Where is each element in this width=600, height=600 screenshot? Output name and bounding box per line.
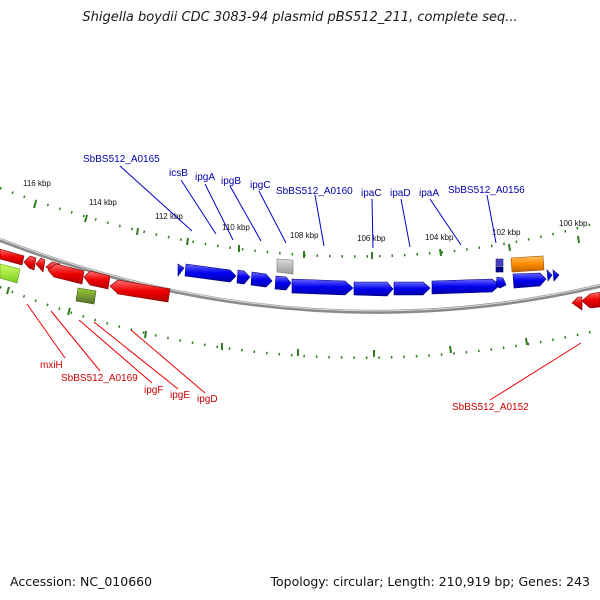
gene-arrow[interactable] (552, 269, 560, 282)
gene-arrow[interactable] (0, 248, 25, 266)
feature-box-lime[interactable] (0, 263, 21, 284)
gene-arrow[interactable] (184, 263, 237, 283)
feature-box-olive[interactable] (75, 287, 97, 305)
gene-arrow[interactable] (109, 279, 171, 303)
gene-label[interactable]: SbBS512_A0165 (83, 154, 160, 165)
gene-label[interactable]: SbBS512_A0169 (61, 373, 138, 384)
gene-label[interactable]: ipaA (419, 188, 439, 199)
gene-label[interactable]: SbBS512_A0160 (276, 186, 353, 197)
gene-label[interactable]: mxiH (40, 360, 63, 371)
gene-label[interactable]: SbBS512_A0152 (452, 402, 529, 413)
gene-arrow[interactable] (546, 269, 553, 282)
gene-box[interactable] (495, 258, 504, 267)
gene-arrow[interactable] (23, 255, 37, 271)
reverse-strand-genes (0, 248, 600, 311)
gene-arrow[interactable] (581, 291, 600, 309)
scale-label: 110 kbp (222, 223, 250, 232)
gene-label[interactable]: SbBS512_A0156 (448, 185, 525, 196)
scale-label: 112 kbp (155, 212, 183, 221)
gene-box[interactable] (495, 266, 504, 273)
gene-arrow[interactable] (431, 278, 501, 295)
feature-box-orange[interactable] (510, 255, 545, 273)
scale-label: 106 kbp (357, 234, 386, 243)
gene-arrow[interactable] (291, 278, 354, 296)
reverse-leader-lines (26, 303, 582, 401)
gene-arrow[interactable] (393, 281, 431, 296)
gene-arrow[interactable] (353, 281, 394, 297)
gene-arrow[interactable] (47, 263, 85, 285)
gene-label[interactable]: ipgF (144, 385, 163, 396)
gene-label[interactable]: ipaC (361, 188, 382, 199)
map-title: Shigella boydii CDC 3083-94 plasmid pBS5… (82, 10, 518, 25)
gene-arrow[interactable] (177, 263, 185, 277)
gene-label[interactable]: ipgB (221, 176, 241, 187)
scale-label: 102 kbp (492, 228, 521, 237)
backbone-arc (0, 238, 600, 314)
accession-text: Accession: NC_010660 (10, 574, 153, 589)
gene-arrow[interactable] (274, 275, 292, 291)
forward-strand-genes (177, 258, 560, 297)
scale-ticks-inner (6, 286, 528, 357)
gene-label[interactable]: ipgA (195, 172, 215, 183)
gene-arrow[interactable] (250, 271, 273, 288)
scale-label: 104 kbp (425, 233, 454, 242)
gene-label[interactable]: ipgC (250, 180, 271, 191)
gene-arrow[interactable] (571, 296, 583, 311)
pseudogene-box[interactable] (276, 258, 294, 275)
gene-label[interactable]: icsB (169, 168, 188, 179)
gene-arrow[interactable] (512, 272, 547, 289)
scale-ticks-outer (33, 200, 580, 259)
scale-label: 108 kbp (290, 231, 319, 240)
gene-label[interactable]: ipaD (390, 188, 411, 199)
scale-label: 116 kbp (23, 179, 51, 188)
gene-arrow[interactable] (35, 257, 46, 273)
gene-arrow[interactable] (83, 270, 111, 290)
gene-arrow[interactable] (495, 276, 507, 289)
topology-summary: Topology: circular; Length: 210,919 bp; … (270, 574, 591, 589)
gene-label[interactable]: ipgD (197, 394, 218, 405)
other-features (0, 255, 545, 305)
scale-label: 100 kbp (559, 219, 588, 228)
gene-label[interactable]: ipgE (170, 390, 190, 401)
scale-label: 114 kbp (89, 198, 117, 207)
forward-leader-lines (119, 165, 497, 249)
gene-arrow[interactable] (236, 269, 251, 285)
